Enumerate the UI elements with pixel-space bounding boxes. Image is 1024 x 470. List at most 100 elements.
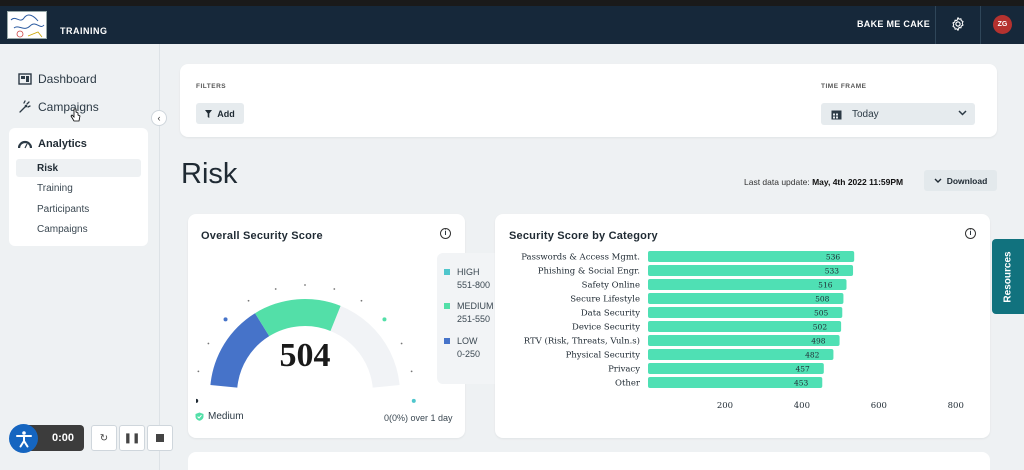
bar-value-label: 453	[794, 379, 809, 388]
legend-swatch-low	[444, 338, 450, 344]
x-tick-label: 400	[794, 401, 810, 411]
page-title: Risk	[181, 158, 238, 190]
download-button[interactable]: Download	[924, 170, 997, 191]
timeframe-select[interactable]: Today	[821, 103, 975, 125]
category-bar[interactable]	[648, 335, 840, 346]
info-icon[interactable]: i	[965, 228, 976, 239]
score-gauge: 504	[196, 284, 416, 403]
gauge-tick	[197, 370, 200, 373]
user-avatar[interactable]: ZG	[993, 15, 1012, 34]
legend-low-name: LOW	[457, 336, 478, 346]
legend-medium: MEDIUM 251-550	[444, 300, 494, 326]
sidebar-item-label: Dashboard	[38, 72, 97, 86]
category-bar[interactable]	[648, 279, 847, 290]
category-label: Privacy	[608, 365, 640, 375]
gauge-ticks	[196, 284, 416, 403]
bar-value-label: 498	[811, 337, 826, 346]
category-bar[interactable]	[648, 251, 855, 262]
mouse-cursor-icon	[70, 108, 81, 122]
last-update-value: May, 4th 2022 11:59PM	[812, 177, 904, 187]
window-top-strip	[0, 0, 1024, 6]
category-bar[interactable]	[648, 293, 844, 304]
x-tick-label: 200	[717, 401, 733, 411]
analytics-section: Analytics Risk Training Participants Cam…	[9, 128, 148, 246]
gauge-tick	[333, 288, 336, 290]
category-score-title: Security Score by Category	[509, 230, 658, 242]
divider	[935, 6, 936, 44]
legend-high-range: 551-800	[457, 280, 491, 290]
sidebar-subitem-campaigns[interactable]: Campaigns	[37, 223, 88, 235]
sidebar-item-label: Campaigns	[38, 100, 99, 114]
download-label: Download	[946, 175, 988, 186]
logo-art	[10, 14, 45, 38]
legend-low-range: 0-250	[457, 349, 481, 359]
filters-card: FILTERS Add TIME FRAME Today	[180, 64, 997, 137]
accessibility-button[interactable]	[9, 424, 38, 453]
bar-value-label: 536	[826, 253, 841, 262]
sidebar-subitem-risk[interactable]: Risk	[16, 159, 141, 177]
company-logo[interactable]	[7, 11, 47, 39]
category-bar[interactable]	[648, 265, 854, 276]
pause-icon: ❚❚	[123, 432, 141, 444]
sidebar-item-dashboard[interactable]: Dashboard	[18, 72, 97, 86]
timeframe-value: Today	[852, 108, 879, 120]
category-score-card: Security Score by Category i Passwords &…	[495, 214, 990, 438]
sidebar-subitem-participants[interactable]: Participants	[37, 203, 90, 215]
brand-name[interactable]: BAKE ME CAKE	[857, 19, 931, 29]
collapse-sidebar-button[interactable]: ‹	[151, 110, 167, 126]
x-tick-label: 800	[948, 401, 964, 411]
legend-swatch-high	[444, 269, 450, 275]
top-bar: TRAINING BAKE ME CAKE ZG	[0, 6, 1024, 44]
gauge-medium-segment	[255, 299, 341, 337]
restart-button[interactable]: ↻	[91, 425, 117, 451]
stop-button[interactable]	[147, 425, 173, 451]
category-label: Physical Security	[566, 351, 641, 361]
analytics-header[interactable]: Analytics	[18, 138, 87, 150]
sidebar-item-campaigns[interactable]: Campaigns	[18, 100, 99, 114]
chevron-down-icon	[934, 178, 942, 183]
gauge-icon	[18, 140, 32, 148]
next-card-partial	[188, 452, 990, 470]
resources-tab[interactable]: Resources	[992, 239, 1024, 314]
category-bar[interactable]	[648, 349, 834, 360]
category-label: Secure Lifestyle	[570, 295, 640, 305]
bar-value-label: 502	[813, 323, 828, 332]
info-icon[interactable]: i	[440, 228, 451, 239]
gauge-tick	[400, 342, 403, 345]
gauge-tick	[304, 284, 306, 286]
category-bar[interactable]	[648, 307, 843, 318]
score-value: 504	[280, 337, 331, 374]
category-bar[interactable]	[648, 377, 823, 388]
legend-high: HIGH 551-800	[444, 266, 491, 292]
overall-score-card: Overall Security Score i 504 Medium 0(0%…	[188, 214, 465, 438]
legend-medium-range: 251-550	[457, 314, 491, 324]
gauge-low-segment	[210, 313, 270, 388]
sidebar-subitem-training[interactable]: Training	[37, 182, 73, 194]
divider	[980, 6, 981, 44]
timeframe-label: TIME FRAME	[821, 83, 867, 90]
chevron-left-icon: ‹	[157, 113, 161, 123]
add-filter-button[interactable]: Add	[196, 103, 244, 124]
category-bar[interactable]	[648, 363, 824, 374]
last-update: Last data update: May, 4th 2022 11:59PM	[744, 177, 903, 187]
analytics-label: Analytics	[38, 138, 87, 150]
bar-value-label: 482	[805, 351, 820, 360]
accessibility-icon	[15, 430, 32, 447]
gauge-tick	[223, 317, 228, 322]
category-label: Device Security	[572, 323, 640, 333]
gear-icon[interactable]	[950, 16, 966, 32]
category-label: RTV (Risk, Threats, Vuln.s)	[524, 336, 640, 347]
chevron-down-icon	[958, 108, 967, 118]
gauge-tick	[382, 317, 387, 322]
overall-score-title: Overall Security Score	[201, 230, 323, 242]
pause-button[interactable]: ❚❚	[119, 425, 145, 451]
category-label: Safety Online	[582, 281, 640, 291]
legend-medium-name: MEDIUM	[457, 301, 494, 311]
last-update-label: Last data update:	[744, 177, 810, 187]
bar-value-label: 516	[818, 281, 833, 290]
bar-value-label: 508	[815, 295, 830, 304]
gauge-tick	[207, 342, 210, 345]
add-filter-label: Add	[217, 108, 235, 119]
category-bar[interactable]	[648, 321, 842, 332]
score-level-label: Medium	[208, 411, 244, 422]
